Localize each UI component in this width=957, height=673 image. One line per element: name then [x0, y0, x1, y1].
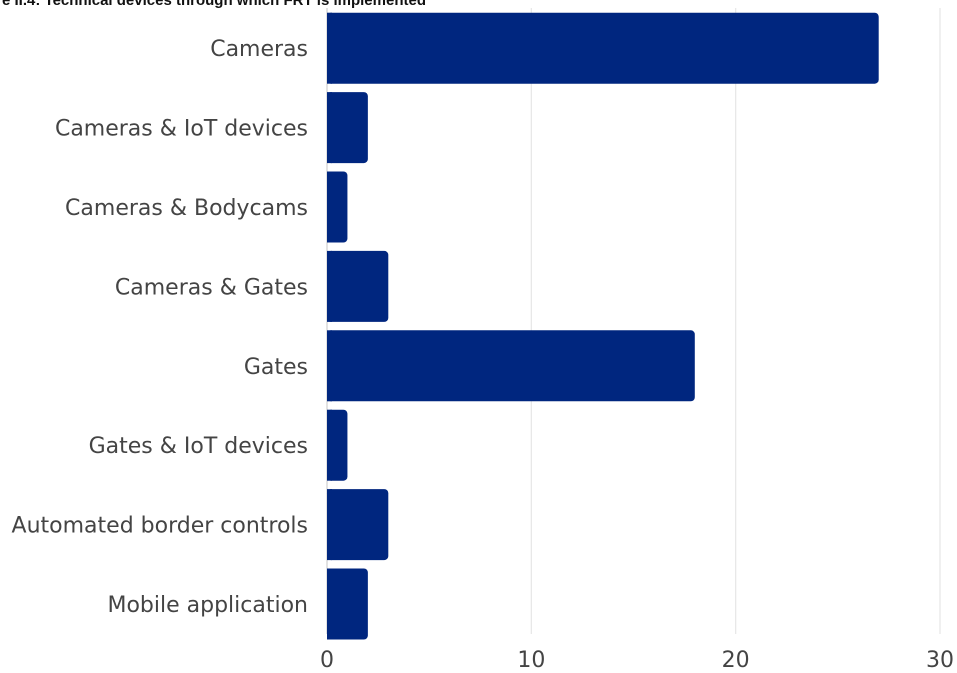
bar [327, 489, 389, 561]
bar [327, 330, 695, 402]
bar-base [327, 92, 332, 164]
bar-base [327, 250, 332, 322]
bar [327, 92, 368, 164]
category-label: Cameras & IoT devices [55, 117, 308, 142]
bar-base [327, 330, 332, 402]
bar [327, 568, 368, 640]
category-labels: Cameras Cameras & IoT devices Cameras & Bo… [12, 37, 308, 618]
category-label: Cameras & Gates [115, 275, 308, 300]
bar [327, 250, 389, 322]
bar [327, 409, 348, 481]
grid-lines [326, 8, 941, 634]
bar-base [327, 489, 332, 561]
x-tick-label: 30 [926, 648, 954, 673]
category-label: Gates & IoT devices [89, 434, 308, 459]
category-label: Cameras & Bodycams [65, 196, 308, 221]
x-tick-label: 10 [517, 648, 545, 673]
bar-base [327, 171, 332, 243]
category-label: Automated border controls [12, 514, 308, 539]
bar [327, 12, 879, 84]
bar [327, 171, 348, 243]
category-label: Gates [244, 355, 308, 380]
x-tick-label: 0 [320, 648, 334, 673]
bar-base [327, 568, 332, 640]
category-label: Cameras [210, 37, 308, 62]
bar-base [327, 409, 332, 481]
bar-base [327, 12, 332, 84]
x-tick-labels: 0 10 20 30 [320, 648, 954, 673]
chart-title: e II.4: Technical devices through which … [2, 0, 426, 9]
category-label: Mobile application [107, 593, 308, 618]
x-tick-label: 20 [722, 648, 750, 673]
bars [327, 12, 879, 640]
